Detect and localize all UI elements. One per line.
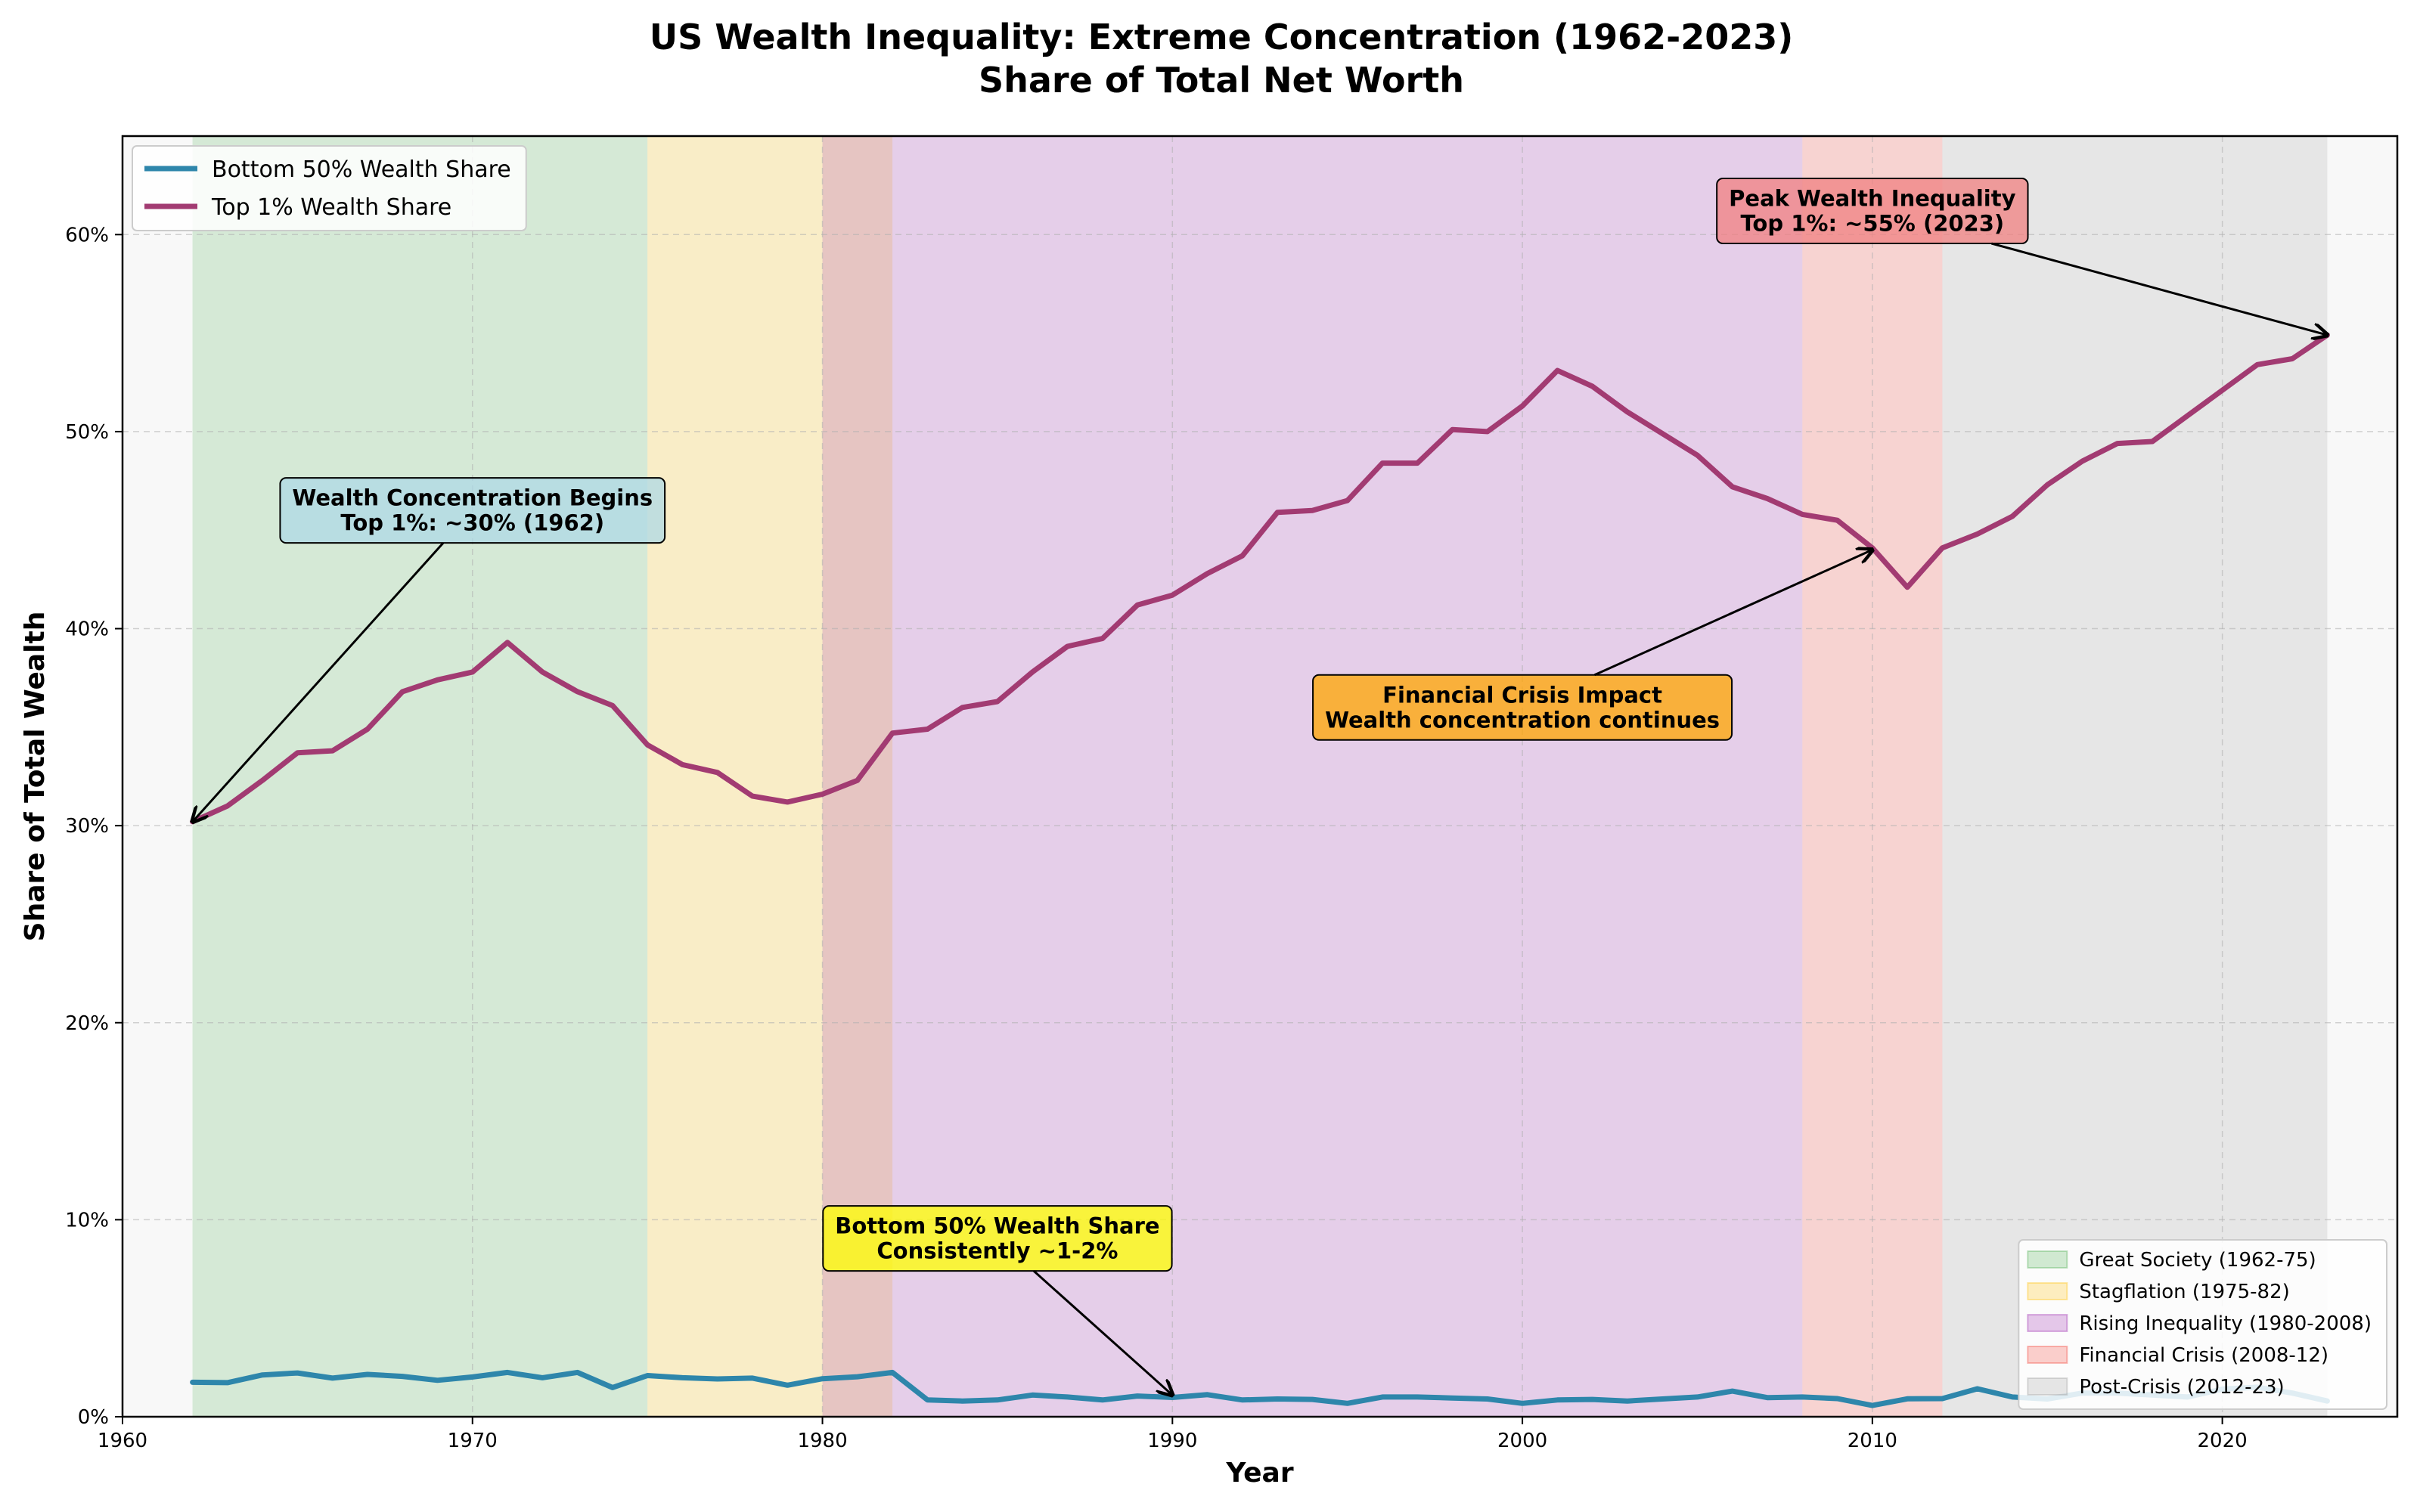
annotation-box xyxy=(822,1205,1173,1272)
plot-frame xyxy=(121,135,2399,1418)
x-tick-label: 2010 xyxy=(1848,1430,1897,1452)
annotation-arrow xyxy=(1032,1270,1172,1395)
region-band-0 xyxy=(192,136,648,1417)
annotation-text: Wealth concentration continues xyxy=(1325,707,1720,733)
annotation-arrow xyxy=(193,542,445,822)
annotation-text: Financial Crisis Impact xyxy=(1382,682,1662,708)
annotation-text: Bottom 50% Wealth Share xyxy=(835,1213,1159,1239)
legend-frame xyxy=(132,145,527,231)
y-tick-label: 30% xyxy=(65,815,109,838)
data-series xyxy=(190,332,2330,1408)
y-tick-label: 50% xyxy=(65,421,109,444)
region-legend-label: Stagflation (1975-82) xyxy=(2079,1281,2289,1303)
y-tick-label: 0% xyxy=(78,1406,109,1429)
regions-legend: Great Society (1962-75) Stagflation (1975… xyxy=(2018,1239,2387,1410)
region-legend-swatch-0 xyxy=(2027,1250,2068,1269)
region-band-2 xyxy=(822,136,1803,1417)
x-tick-label: 2000 xyxy=(1497,1430,1547,1452)
annotation-text: Wealth Concentration Begins xyxy=(292,485,653,511)
annotation-text: Consistently ~1-2% xyxy=(876,1238,1118,1264)
region-legend-swatch-2 xyxy=(2027,1314,2068,1332)
y-tick-label: 60% xyxy=(65,224,109,246)
region-legend-label: Post-Crisis (2012-23) xyxy=(2079,1376,2284,1399)
x-tick-label: 1980 xyxy=(797,1430,847,1452)
annotation-box xyxy=(1716,178,2029,245)
axis-ticks: 1960 1970 1980 1990 2000 2010 2020 0% 10% 20% 30% 4… xyxy=(65,224,2247,1452)
y-tick-label: 20% xyxy=(65,1012,109,1035)
region-legend-swatch-4 xyxy=(2027,1377,2068,1396)
y-tick-label: 40% xyxy=(65,618,109,641)
annotation-box xyxy=(279,477,666,544)
series-line-1 xyxy=(190,332,2330,825)
y-tick-label: 10% xyxy=(65,1209,109,1232)
y-axis-label: Share of Total Wealth xyxy=(20,612,51,942)
x-tick-label: 1990 xyxy=(1147,1430,1197,1452)
annotation-text: Top 1%: ~55% (2023) xyxy=(1741,211,2005,237)
series-legend: Bottom 50% Wealth Share Top 1% Wealth Sha… xyxy=(132,145,527,231)
region-legend-swatch-1 xyxy=(2027,1282,2068,1300)
annotation-arrow xyxy=(1991,242,2327,335)
region-legend-label: Financial Crisis (2008-12) xyxy=(2079,1344,2328,1367)
annotation-arrow xyxy=(1593,550,1872,677)
annotation-text: Top 1%: ~30% (1962) xyxy=(340,510,604,536)
x-tick-label: 1970 xyxy=(448,1430,498,1452)
region-legend-swatch-3 xyxy=(2027,1346,2068,1364)
shaded-regions xyxy=(192,136,2328,1417)
chart-title-line-2: Share of Total Net Worth xyxy=(979,60,1464,101)
legend-label: Bottom 50% Wealth Share xyxy=(212,156,511,183)
x-tick-label: 1960 xyxy=(98,1430,147,1452)
region-band-4 xyxy=(1942,136,2328,1417)
region-band-1 xyxy=(647,136,893,1417)
legend-label: Top 1% Wealth Share xyxy=(211,194,451,221)
region-legend-label: Rising Inequality (1980-2008) xyxy=(2079,1312,2372,1335)
plot-area xyxy=(123,136,2397,1417)
region-legend-label: Great Society (1962-75) xyxy=(2079,1249,2316,1272)
series-line-0 xyxy=(190,1369,2330,1408)
region-legend-frame xyxy=(2018,1239,2387,1410)
annotation-box xyxy=(1312,674,1733,741)
x-axis-label: Year xyxy=(1225,1458,1293,1489)
x-tick-label: 2020 xyxy=(2198,1430,2248,1452)
chart-title-line-1: US Wealth Inequality: Extreme Concentrat… xyxy=(650,17,1794,57)
annotation-text: Peak Wealth Inequality xyxy=(1729,186,2015,212)
